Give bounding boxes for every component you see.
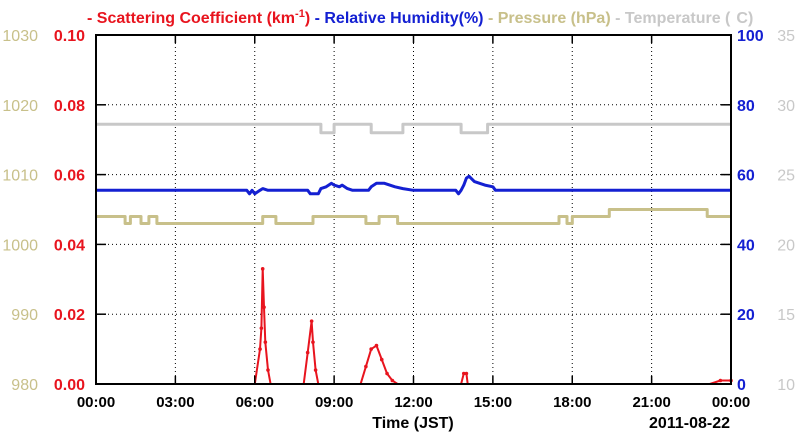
y-tick-label-humidity: 0 <box>737 377 746 394</box>
y-tick-label-pressure: 990 <box>11 307 38 324</box>
data-point <box>262 305 266 310</box>
x-tick-label: 21:00 <box>632 394 670 411</box>
series-line-temperature <box>96 122 731 135</box>
legend-superscript: -1 <box>295 8 305 20</box>
series-line-pressure <box>96 208 731 225</box>
y-tick-label-humidity: 40 <box>737 237 755 254</box>
data-point <box>461 371 466 376</box>
y-tick-label-scattering: 0.00 <box>54 377 85 394</box>
y-tick-label-pressure: 1010 <box>2 168 38 185</box>
y-tick-label-scattering: 0.02 <box>54 307 85 324</box>
y-tick-label-scattering: 0.10 <box>54 28 85 45</box>
data-point <box>385 371 389 376</box>
data-point <box>260 267 265 271</box>
data-point <box>374 343 379 348</box>
data-point <box>718 378 723 383</box>
y-tick-label-pressure: 1020 <box>2 98 38 115</box>
y-tick-label-temperature: 30 <box>777 98 795 115</box>
y-tick-label-humidity: 20 <box>737 307 755 324</box>
legend-entry-humidity: - Relative Humidity(%) <box>310 10 483 27</box>
x-tick-label: 12:00 <box>394 394 432 411</box>
y-tick-label-scattering: 0.06 <box>54 168 85 185</box>
y-tick-label-temperature: 15 <box>777 307 795 324</box>
data-point <box>313 368 318 372</box>
data-point <box>364 364 368 369</box>
x-tick-label: 15:00 <box>474 394 512 411</box>
legend-entry-temperature: - Temperature ( <box>611 10 731 27</box>
y-tick-label-scattering: 0.08 <box>54 98 85 115</box>
data-point <box>390 378 395 383</box>
series-line-relative-humidity <box>96 174 731 196</box>
y-tick-label-humidity: 80 <box>737 98 755 115</box>
y-tick-label-pressure: 980 <box>11 377 38 394</box>
x-tick-label: 09:00 <box>315 394 353 411</box>
series-line-scattering-coefficient <box>96 267 731 385</box>
y-tick-label-pressure: 1000 <box>2 237 38 254</box>
data-point <box>305 350 310 355</box>
data-point <box>311 340 315 344</box>
data-point <box>266 368 270 372</box>
y-tick-label-temperature: 10 <box>777 377 795 394</box>
legend-tail: C) <box>736 10 753 27</box>
data-point <box>258 347 262 351</box>
legend-entry-pressure: - Pressure (hPa) <box>484 10 611 27</box>
data-point <box>263 340 268 344</box>
y-tick-label-humidity: 60 <box>737 168 755 185</box>
legend: - Scattering Coefficient (km-1) - Relati… <box>87 8 753 27</box>
x-tick-label: 00:00 <box>77 394 115 411</box>
x-tick-label: 00:00 <box>712 394 750 411</box>
legend-entry-scattering: - Scattering Coefficient (km <box>87 10 295 27</box>
y-tick-label-scattering: 0.04 <box>54 237 85 254</box>
x-axis-label: Time (JST) <box>372 415 454 432</box>
x-tick-label: 18:00 <box>553 394 591 411</box>
data-point <box>464 371 469 376</box>
y-tick-label-temperature: 20 <box>777 237 795 254</box>
y-tick-label-temperature: 25 <box>777 168 795 185</box>
x-tick-label: 03:00 <box>156 394 194 411</box>
legend-tail: ) <box>305 10 310 27</box>
y-tick-label-pressure: 1030 <box>2 28 38 45</box>
data-point <box>379 357 384 362</box>
data-point <box>309 319 314 323</box>
data-point <box>259 326 264 330</box>
date-label: 2011-08-22 <box>649 415 730 432</box>
data-point <box>369 347 373 351</box>
y-tick-label-temperature: 35 <box>777 28 795 45</box>
y-tick-label-humidity: 100 <box>737 28 764 45</box>
x-tick-label: 06:00 <box>236 394 274 411</box>
